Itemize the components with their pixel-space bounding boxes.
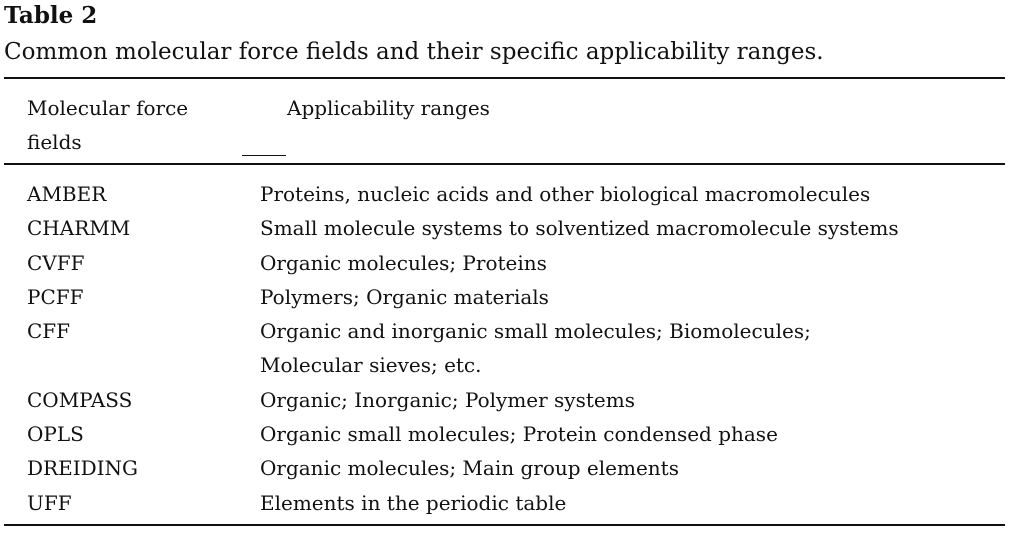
applicability-range-line: Organic; Inorganic; Polymer systems — [260, 387, 635, 412]
force-field-name: DREIDING — [27, 456, 139, 481]
table-row: CHARMM Small molecule systems to solventi… — [0, 211, 1011, 245]
applicability-range-line: Small molecule systems to solventized ma… — [260, 216, 899, 241]
force-field-name: PCFF — [27, 284, 84, 309]
applicability-range: Elements in the periodic table — [260, 486, 972, 520]
table-row: DREIDING Organic molecules; Main group el… — [0, 451, 1011, 485]
column-header-force-fields-line-1: Molecular force — [27, 96, 189, 120]
applicability-range-line: Proteins, nucleic acids and other biolog… — [260, 182, 871, 206]
applicability-range: Small molecule systems to solventized ma… — [260, 211, 972, 245]
table-row: AMBER Proteins, nucleic acids and other b… — [0, 177, 1011, 211]
table-row: OPLS Organic small molecules; Protein con… — [0, 417, 1011, 451]
table-label: Table 2 — [4, 2, 98, 29]
table-body: AMBER Proteins, nucleic acids and other b… — [0, 177, 1011, 520]
table-header-rule — [4, 163, 1005, 165]
applicability-range: Proteins, nucleic acids and other biolog… — [260, 177, 972, 211]
applicability-range: Polymers; Organic materials — [260, 280, 972, 314]
table-row: UFF Elements in the periodic table — [0, 486, 1011, 520]
applicability-range: Organic small molecules; Protein condens… — [260, 417, 972, 451]
force-field-name: OPLS — [27, 422, 84, 447]
applicability-range-line: Molecular sieves; etc. — [260, 353, 482, 378]
table-row: PCFF Polymers; Organic materials — [0, 280, 1011, 314]
applicability-range-line: Elements in the periodic table — [260, 490, 567, 515]
table-row: COMPASS Organic; Inorganic; Polymer syste… — [0, 383, 1011, 417]
force-field-name: AMBER — [27, 182, 107, 206]
header-divider-stub — [242, 155, 286, 156]
column-header-applicability-ranges: Applicability ranges — [287, 96, 490, 120]
column-header-force-fields: Molecular force fields — [27, 91, 237, 159]
applicability-range-line: Organic and inorganic small molecules; B… — [260, 319, 811, 344]
applicability-range-line: Organic small molecules; Protein condens… — [260, 422, 778, 447]
table-bottom-rule — [4, 524, 1005, 526]
table-row: CFF Organic and inorganic small molecules… — [0, 314, 1011, 383]
applicability-range: Organic molecules; Main group elements — [260, 451, 972, 485]
applicability-range: Organic; Inorganic; Polymer systems — [260, 383, 972, 417]
force-field-name: CFF — [27, 319, 71, 344]
applicability-range: Organic molecules; Proteins — [260, 246, 972, 280]
force-field-name: CHARMM — [27, 216, 131, 241]
force-field-name: CVFF — [27, 250, 85, 275]
applicability-range-line: Organic molecules; Proteins — [260, 250, 547, 275]
force-field-name: UFF — [27, 490, 72, 515]
table-caption: Common molecular force fields and their … — [4, 39, 824, 65]
force-field-name: COMPASS — [27, 387, 133, 412]
column-header-force-fields-line-2: fields — [27, 130, 82, 154]
applicability-range-line: Organic molecules; Main group elements — [260, 456, 679, 481]
table-top-rule — [4, 77, 1005, 79]
applicability-range-line: Polymers; Organic materials — [260, 284, 549, 309]
table-row: CVFF Organic molecules; Proteins — [0, 246, 1011, 280]
applicability-range: Organic and inorganic small molecules; B… — [260, 314, 972, 383]
